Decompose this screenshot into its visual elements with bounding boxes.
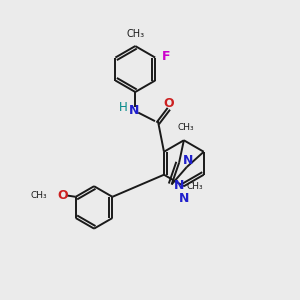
Text: N: N bbox=[129, 104, 139, 117]
Text: O: O bbox=[57, 189, 68, 202]
Text: O: O bbox=[164, 97, 175, 110]
Text: H: H bbox=[118, 101, 127, 114]
Text: N: N bbox=[179, 192, 189, 205]
Text: CH₃: CH₃ bbox=[126, 29, 144, 39]
Text: N: N bbox=[183, 154, 193, 167]
Text: F: F bbox=[162, 50, 170, 63]
Text: CH₃: CH₃ bbox=[31, 191, 47, 200]
Text: N: N bbox=[174, 179, 184, 192]
Text: CH₃: CH₃ bbox=[187, 182, 203, 191]
Text: CH₃: CH₃ bbox=[177, 123, 194, 132]
